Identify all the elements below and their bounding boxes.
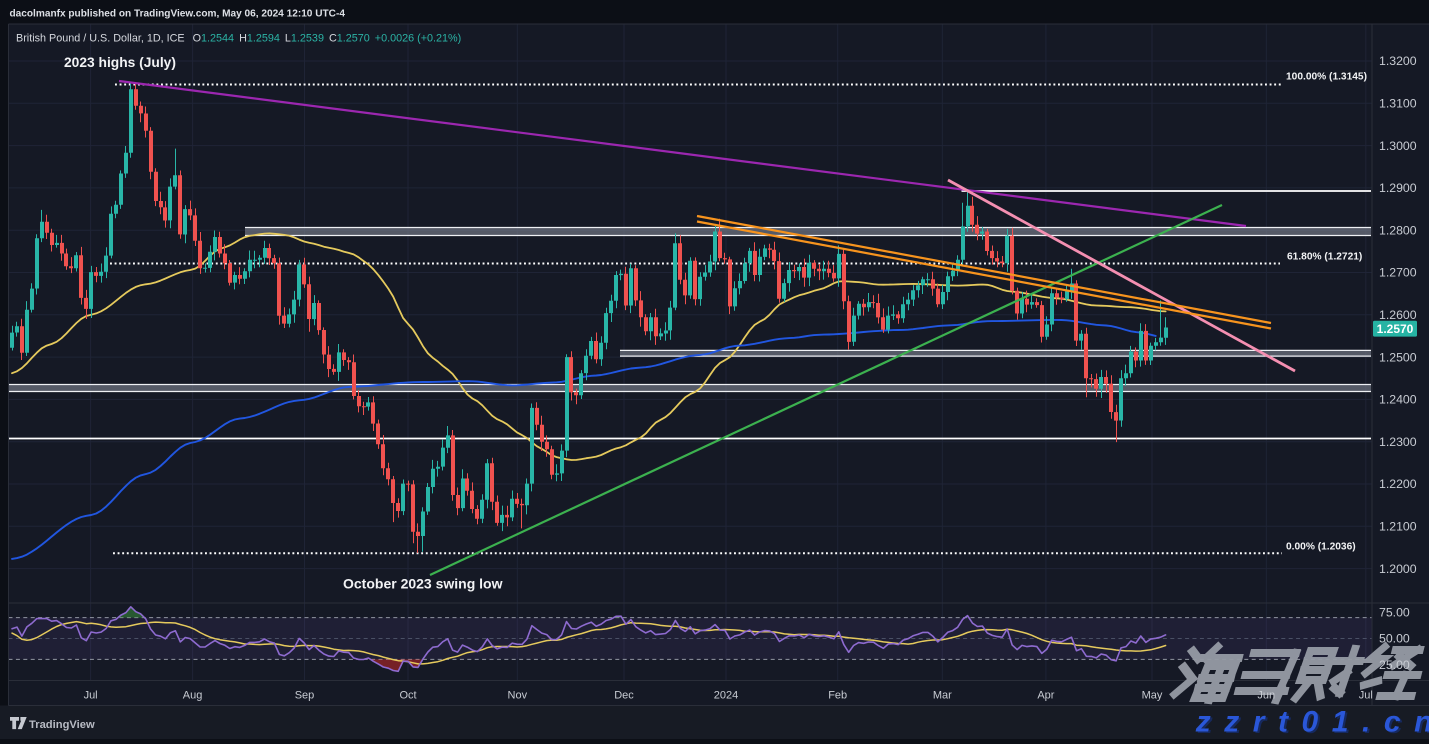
svg-text:Feb: Feb [828, 690, 847, 702]
svg-text:Aug: Aug [183, 690, 203, 702]
svg-text:Jul: Jul [1359, 690, 1373, 702]
svg-text:1.3000: 1.3000 [1379, 139, 1417, 153]
svg-text:100.00% (1.3145): 100.00% (1.3145) [1286, 72, 1367, 83]
svg-text:1.2900: 1.2900 [1379, 181, 1417, 195]
svg-text:Nov: Nov [508, 690, 528, 702]
svg-text:1.2570: 1.2570 [1377, 322, 1414, 336]
svg-text:50.00: 50.00 [1379, 632, 1410, 646]
svg-text:Jul: Jul [84, 690, 98, 702]
svg-text:1.2600: 1.2600 [1379, 308, 1417, 322]
svg-text:1.2500: 1.2500 [1379, 350, 1417, 364]
svg-text:1.2000: 1.2000 [1379, 562, 1417, 576]
svg-text:1.2300: 1.2300 [1379, 435, 1417, 449]
svg-text:1.2800: 1.2800 [1379, 223, 1417, 237]
svg-text:2023 highs (July): 2023 highs (July) [64, 55, 176, 70]
svg-text:TradingView: TradingView [29, 719, 95, 731]
svg-text:October 2023 swing low: October 2023 swing low [343, 576, 503, 592]
svg-text:1.3200: 1.3200 [1379, 54, 1417, 68]
svg-text:Sep: Sep [295, 690, 315, 702]
svg-text:Jun: Jun [1257, 690, 1275, 702]
svg-text:75.00: 75.00 [1379, 606, 1410, 620]
svg-text:z z r t 0 1 . c n: z z r t 0 1 . c n [1195, 706, 1429, 739]
svg-text:Mar: Mar [933, 690, 952, 702]
svg-text:1.2400: 1.2400 [1379, 393, 1417, 407]
svg-text:dacolmanfx published on Tradin: dacolmanfx published on TradingView.com,… [10, 9, 346, 20]
svg-text:1.2200: 1.2200 [1379, 477, 1417, 491]
svg-text:2024: 2024 [714, 690, 738, 702]
svg-text:May: May [1142, 690, 1163, 702]
svg-text:1.2100: 1.2100 [1379, 520, 1417, 534]
svg-text:Oct: Oct [399, 690, 416, 702]
svg-text:25.00: 25.00 [1379, 658, 1410, 672]
svg-text:Dec: Dec [614, 690, 634, 702]
svg-text:1.2700: 1.2700 [1379, 266, 1417, 280]
svg-text:Apr: Apr [1037, 690, 1054, 702]
svg-text:1.3100: 1.3100 [1379, 97, 1417, 111]
svg-text:0.00% (1.2036): 0.00% (1.2036) [1286, 542, 1356, 553]
svg-text:British Pound / U.S. Dollar, 1: British Pound / U.S. Dollar, 1D, ICEO1.2… [16, 33, 461, 45]
svg-text:61.80% (1.2721): 61.80% (1.2721) [1287, 252, 1362, 263]
